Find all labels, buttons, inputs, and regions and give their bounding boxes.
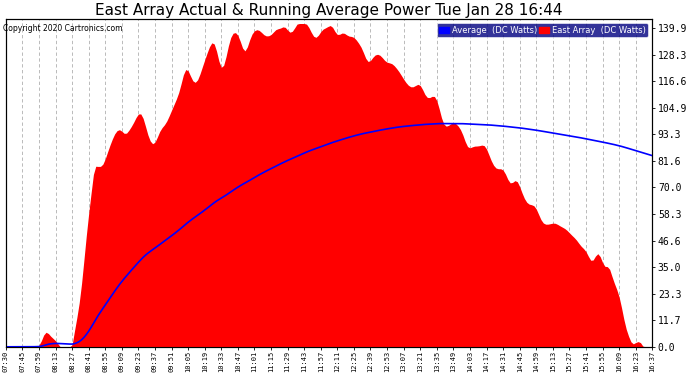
Legend: Average  (DC Watts), East Array  (DC Watts): Average (DC Watts), East Array (DC Watts… (437, 23, 648, 37)
Text: Copyright 2020 Cartronics.com: Copyright 2020 Cartronics.com (3, 24, 123, 33)
Title: East Array Actual & Running Average Power Tue Jan 28 16:44: East Array Actual & Running Average Powe… (95, 3, 563, 18)
